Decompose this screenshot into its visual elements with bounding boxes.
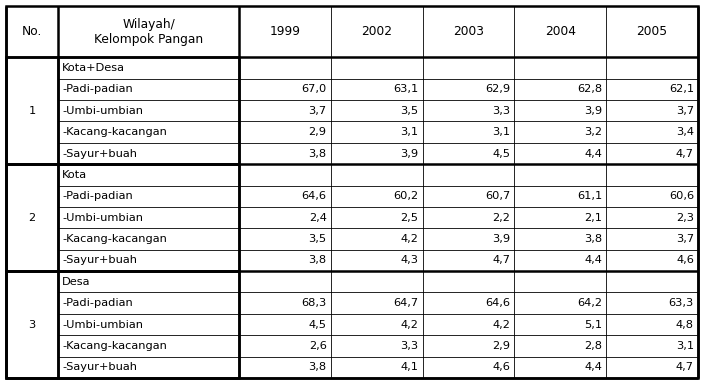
Text: 4,6: 4,6	[493, 362, 510, 372]
Text: 3,9: 3,9	[584, 106, 602, 116]
Bar	[6, 57, 58, 164]
Text: 67,0: 67,0	[301, 84, 327, 94]
Text: -Umbi-umbian: -Umbi-umbian	[62, 319, 143, 329]
Text: 4,1: 4,1	[401, 362, 418, 372]
Text: 3,8: 3,8	[308, 362, 327, 372]
Text: 2: 2	[29, 213, 36, 223]
Text: 2,5: 2,5	[401, 213, 418, 223]
Text: 3,8: 3,8	[308, 255, 327, 265]
Text: -Sayur+buah: -Sayur+buah	[62, 255, 137, 265]
Text: 62,8: 62,8	[577, 84, 602, 94]
Text: 3,8: 3,8	[308, 149, 327, 159]
Text: 4,2: 4,2	[401, 234, 418, 244]
Text: 1999: 1999	[269, 25, 301, 38]
Text: -Umbi-umbian: -Umbi-umbian	[62, 106, 143, 116]
Text: 3,1: 3,1	[401, 127, 418, 137]
Text: 3,2: 3,2	[584, 127, 602, 137]
Bar	[6, 164, 58, 271]
Text: 5,1: 5,1	[584, 319, 602, 329]
Text: 4,6: 4,6	[676, 255, 694, 265]
Text: 3,7: 3,7	[676, 106, 694, 116]
Text: 4,7: 4,7	[492, 255, 510, 265]
Text: 3,7: 3,7	[676, 234, 694, 244]
Text: 2,3: 2,3	[676, 213, 694, 223]
Text: 2,6: 2,6	[309, 341, 327, 351]
Text: 4,8: 4,8	[676, 319, 694, 329]
Text: -Umbi-umbian: -Umbi-umbian	[62, 213, 143, 223]
Text: 4,4: 4,4	[584, 149, 602, 159]
Text: Wilayah/
Kelompok Pangan: Wilayah/ Kelompok Pangan	[94, 18, 203, 46]
Text: 64,7: 64,7	[394, 298, 418, 308]
Text: 3,7: 3,7	[308, 106, 327, 116]
Text: 3,3: 3,3	[492, 106, 510, 116]
Text: 2002: 2002	[361, 25, 392, 38]
Text: 68,3: 68,3	[301, 298, 327, 308]
Text: No.: No.	[22, 25, 42, 38]
Text: -Padi-padian: -Padi-padian	[62, 298, 133, 308]
Text: 3,3: 3,3	[401, 341, 418, 351]
Text: 2005: 2005	[636, 25, 667, 38]
Text: 2,9: 2,9	[308, 127, 327, 137]
Text: 2,8: 2,8	[584, 341, 602, 351]
Text: Kota: Kota	[62, 170, 87, 180]
Bar	[58, 57, 239, 164]
Text: 2,9: 2,9	[492, 341, 510, 351]
Text: 2,1: 2,1	[584, 213, 602, 223]
Text: 4,4: 4,4	[584, 362, 602, 372]
Text: 4,7: 4,7	[676, 362, 694, 372]
Text: 4,4: 4,4	[584, 255, 602, 265]
Text: 64,6: 64,6	[485, 298, 510, 308]
Text: 3,9: 3,9	[401, 149, 418, 159]
Text: 3,8: 3,8	[584, 234, 602, 244]
Text: 3,1: 3,1	[676, 341, 694, 351]
Text: 2004: 2004	[545, 25, 576, 38]
Text: 3,4: 3,4	[676, 127, 694, 137]
Text: 4,2: 4,2	[401, 319, 418, 329]
Text: 2,4: 2,4	[309, 213, 327, 223]
Bar	[58, 271, 239, 378]
Text: 3,5: 3,5	[401, 106, 418, 116]
Text: 63,3: 63,3	[669, 298, 694, 308]
Text: Desa: Desa	[62, 277, 91, 287]
Text: 4,5: 4,5	[308, 319, 327, 329]
Text: 60,6: 60,6	[669, 191, 694, 201]
Text: 4,7: 4,7	[676, 149, 694, 159]
Bar	[58, 164, 239, 271]
Text: -Kacang-kacangan: -Kacang-kacangan	[62, 341, 167, 351]
Text: 2,2: 2,2	[493, 213, 510, 223]
Text: 3,1: 3,1	[492, 127, 510, 137]
Text: 64,6: 64,6	[302, 191, 327, 201]
Text: -Sayur+buah: -Sayur+buah	[62, 362, 137, 372]
Text: 60,7: 60,7	[485, 191, 510, 201]
Text: 4,5: 4,5	[492, 149, 510, 159]
Text: 62,9: 62,9	[485, 84, 510, 94]
Text: 4,2: 4,2	[493, 319, 510, 329]
Text: 3,9: 3,9	[492, 234, 510, 244]
Text: 62,1: 62,1	[669, 84, 694, 94]
Text: 63,1: 63,1	[394, 84, 418, 94]
Text: 3: 3	[28, 319, 36, 329]
Text: -Padi-padian: -Padi-padian	[62, 84, 133, 94]
Bar	[6, 271, 58, 378]
Text: 61,1: 61,1	[577, 191, 602, 201]
Text: 2003: 2003	[453, 25, 484, 38]
Text: 3,5: 3,5	[308, 234, 327, 244]
Text: -Kacang-kacangan: -Kacang-kacangan	[62, 127, 167, 137]
Text: 60,2: 60,2	[394, 191, 418, 201]
Text: 64,2: 64,2	[577, 298, 602, 308]
Text: -Kacang-kacangan: -Kacang-kacangan	[62, 234, 167, 244]
Text: -Padi-padian: -Padi-padian	[62, 191, 133, 201]
Text: 1: 1	[28, 106, 36, 116]
Text: 4,3: 4,3	[401, 255, 418, 265]
Text: -Sayur+buah: -Sayur+buah	[62, 149, 137, 159]
Text: Kota+Desa: Kota+Desa	[62, 63, 125, 73]
